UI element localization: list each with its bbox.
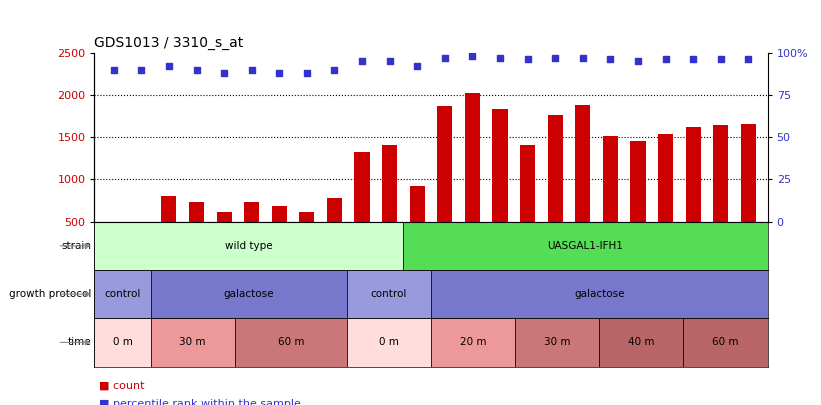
Point	[493, 55, 507, 61]
Point	[383, 58, 397, 64]
Bar	[603, 136, 618, 222]
Text: galactose: galactose	[574, 289, 625, 299]
Text: control: control	[104, 289, 140, 299]
Bar	[631, 141, 645, 222]
Bar	[713, 125, 728, 222]
Point	[135, 66, 148, 73]
Bar	[235, 318, 346, 367]
Point	[741, 56, 754, 63]
Text: GDS1013 / 3310_s_at: GDS1013 / 3310_s_at	[94, 36, 244, 50]
Text: ■ percentile rank within the sample: ■ percentile rank within the sample	[99, 399, 300, 405]
Text: 30 m: 30 m	[544, 337, 571, 347]
Bar	[431, 318, 516, 367]
Point	[163, 63, 176, 69]
Point	[603, 56, 617, 63]
Bar	[355, 151, 369, 222]
Text: 60 m: 60 m	[713, 337, 739, 347]
Point	[328, 66, 341, 73]
Bar	[683, 318, 768, 367]
Point	[548, 55, 562, 61]
Text: growth protocol: growth protocol	[9, 289, 91, 299]
Point	[273, 70, 286, 76]
Bar	[347, 318, 431, 367]
Bar	[403, 222, 768, 270]
Bar	[347, 270, 431, 318]
Point	[218, 70, 231, 76]
Bar	[150, 270, 346, 318]
Bar	[410, 186, 424, 222]
Point	[108, 66, 121, 73]
Bar	[438, 106, 452, 222]
Bar	[658, 134, 673, 222]
Bar	[94, 222, 403, 270]
Bar	[516, 318, 599, 367]
Bar	[161, 196, 177, 222]
Bar	[465, 93, 480, 222]
Text: wild type: wild type	[225, 241, 273, 251]
Bar	[217, 211, 232, 222]
Bar	[741, 124, 756, 222]
Text: ■ count: ■ count	[99, 381, 144, 391]
Bar	[576, 105, 590, 222]
Text: UASGAL1-IFH1: UASGAL1-IFH1	[548, 241, 623, 251]
Text: control: control	[371, 289, 407, 299]
Point	[659, 56, 672, 63]
Point	[300, 70, 314, 76]
Point	[576, 55, 589, 61]
Bar	[94, 270, 150, 318]
Text: 40 m: 40 m	[628, 337, 654, 347]
Point	[410, 63, 424, 69]
Point	[521, 56, 534, 63]
Bar	[327, 198, 342, 222]
Bar	[94, 318, 150, 367]
Text: 20 m: 20 m	[460, 337, 486, 347]
Bar	[150, 318, 235, 367]
Bar	[272, 207, 287, 222]
Bar	[599, 318, 683, 367]
Point	[631, 58, 644, 64]
Bar	[244, 202, 259, 222]
Text: 30 m: 30 m	[179, 337, 206, 347]
Bar	[493, 109, 507, 222]
Text: time: time	[67, 337, 91, 347]
Bar	[300, 211, 314, 222]
Point	[686, 56, 699, 63]
Text: 0 m: 0 m	[112, 337, 132, 347]
Point	[355, 58, 369, 64]
Text: 60 m: 60 m	[277, 337, 304, 347]
Bar	[520, 145, 535, 222]
Point	[714, 56, 727, 63]
Point	[245, 66, 259, 73]
Bar	[382, 145, 397, 222]
Bar	[686, 127, 701, 222]
Text: galactose: galactose	[223, 289, 274, 299]
Point	[438, 55, 452, 61]
Text: 0 m: 0 m	[379, 337, 399, 347]
Bar	[431, 270, 768, 318]
Point	[466, 53, 479, 59]
Text: strain: strain	[61, 241, 91, 251]
Bar	[189, 202, 204, 222]
Point	[190, 66, 203, 73]
Bar	[548, 115, 562, 222]
